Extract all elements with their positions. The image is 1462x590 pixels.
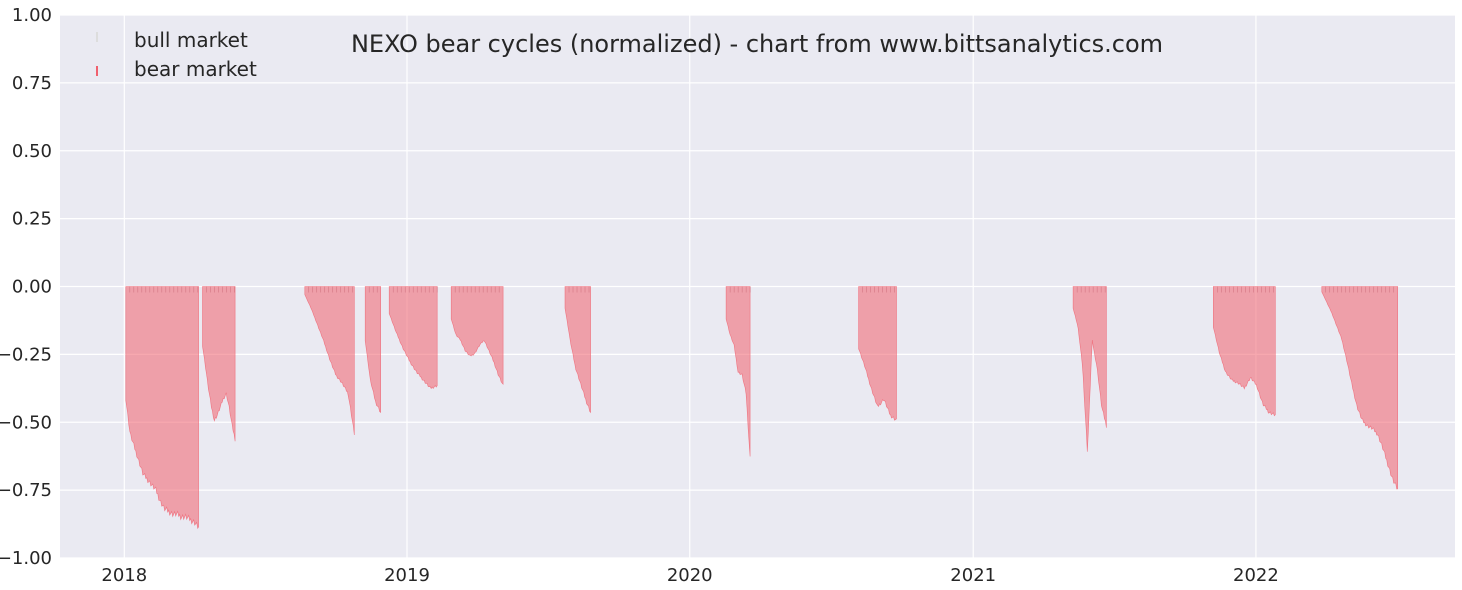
y-tick-label: −1.00 (0, 548, 52, 569)
bear-segment (1213, 286, 1276, 417)
bear-segment (725, 286, 751, 457)
y-tick-label: 0.75 (12, 73, 52, 94)
legend-bull-marker (96, 32, 98, 42)
legend-bull-label: bull market (134, 28, 248, 52)
x-tick-label: 2022 (1233, 565, 1279, 586)
bear-segment (1321, 286, 1398, 490)
y-tick-label: −0.25 (0, 344, 52, 365)
bear-segment (125, 286, 199, 530)
x-tick-label: 2018 (101, 565, 147, 586)
bear-segment (858, 286, 897, 421)
legend: bull market bear market (96, 28, 257, 81)
x-tick-label: 2020 (667, 565, 713, 586)
bear-segment (1072, 286, 1107, 452)
bear-market-bars (125, 286, 1398, 530)
y-tick-label: 1.00 (12, 5, 52, 26)
x-axis-ticks: 2018 2019 2020 2021 2022 (101, 565, 1278, 586)
bear-segment (364, 286, 381, 413)
bear-segment (450, 286, 504, 385)
y-tick-label: 0.00 (12, 277, 52, 298)
bear-segment (202, 286, 236, 442)
chart-title: NEXO bear cycles (normalized) - chart fr… (351, 30, 1163, 58)
x-tick-label: 2019 (384, 565, 430, 586)
bear-segment (564, 286, 591, 414)
x-tick-label: 2021 (950, 565, 996, 586)
y-axis-ticks: 1.00 0.75 0.50 0.25 0.00 −0.25 −0.50 −0.75 −1.00 (0, 5, 52, 569)
legend-bear-marker (96, 66, 98, 76)
y-tick-label: −0.75 (0, 480, 52, 501)
y-tick-label: 0.25 (12, 209, 52, 230)
bear-segment (304, 286, 355, 436)
y-tick-label: −0.50 (0, 412, 52, 433)
y-tick-label: 0.50 (12, 141, 52, 162)
legend-bear-label: bear market (134, 57, 257, 81)
bear-segment (388, 286, 438, 390)
